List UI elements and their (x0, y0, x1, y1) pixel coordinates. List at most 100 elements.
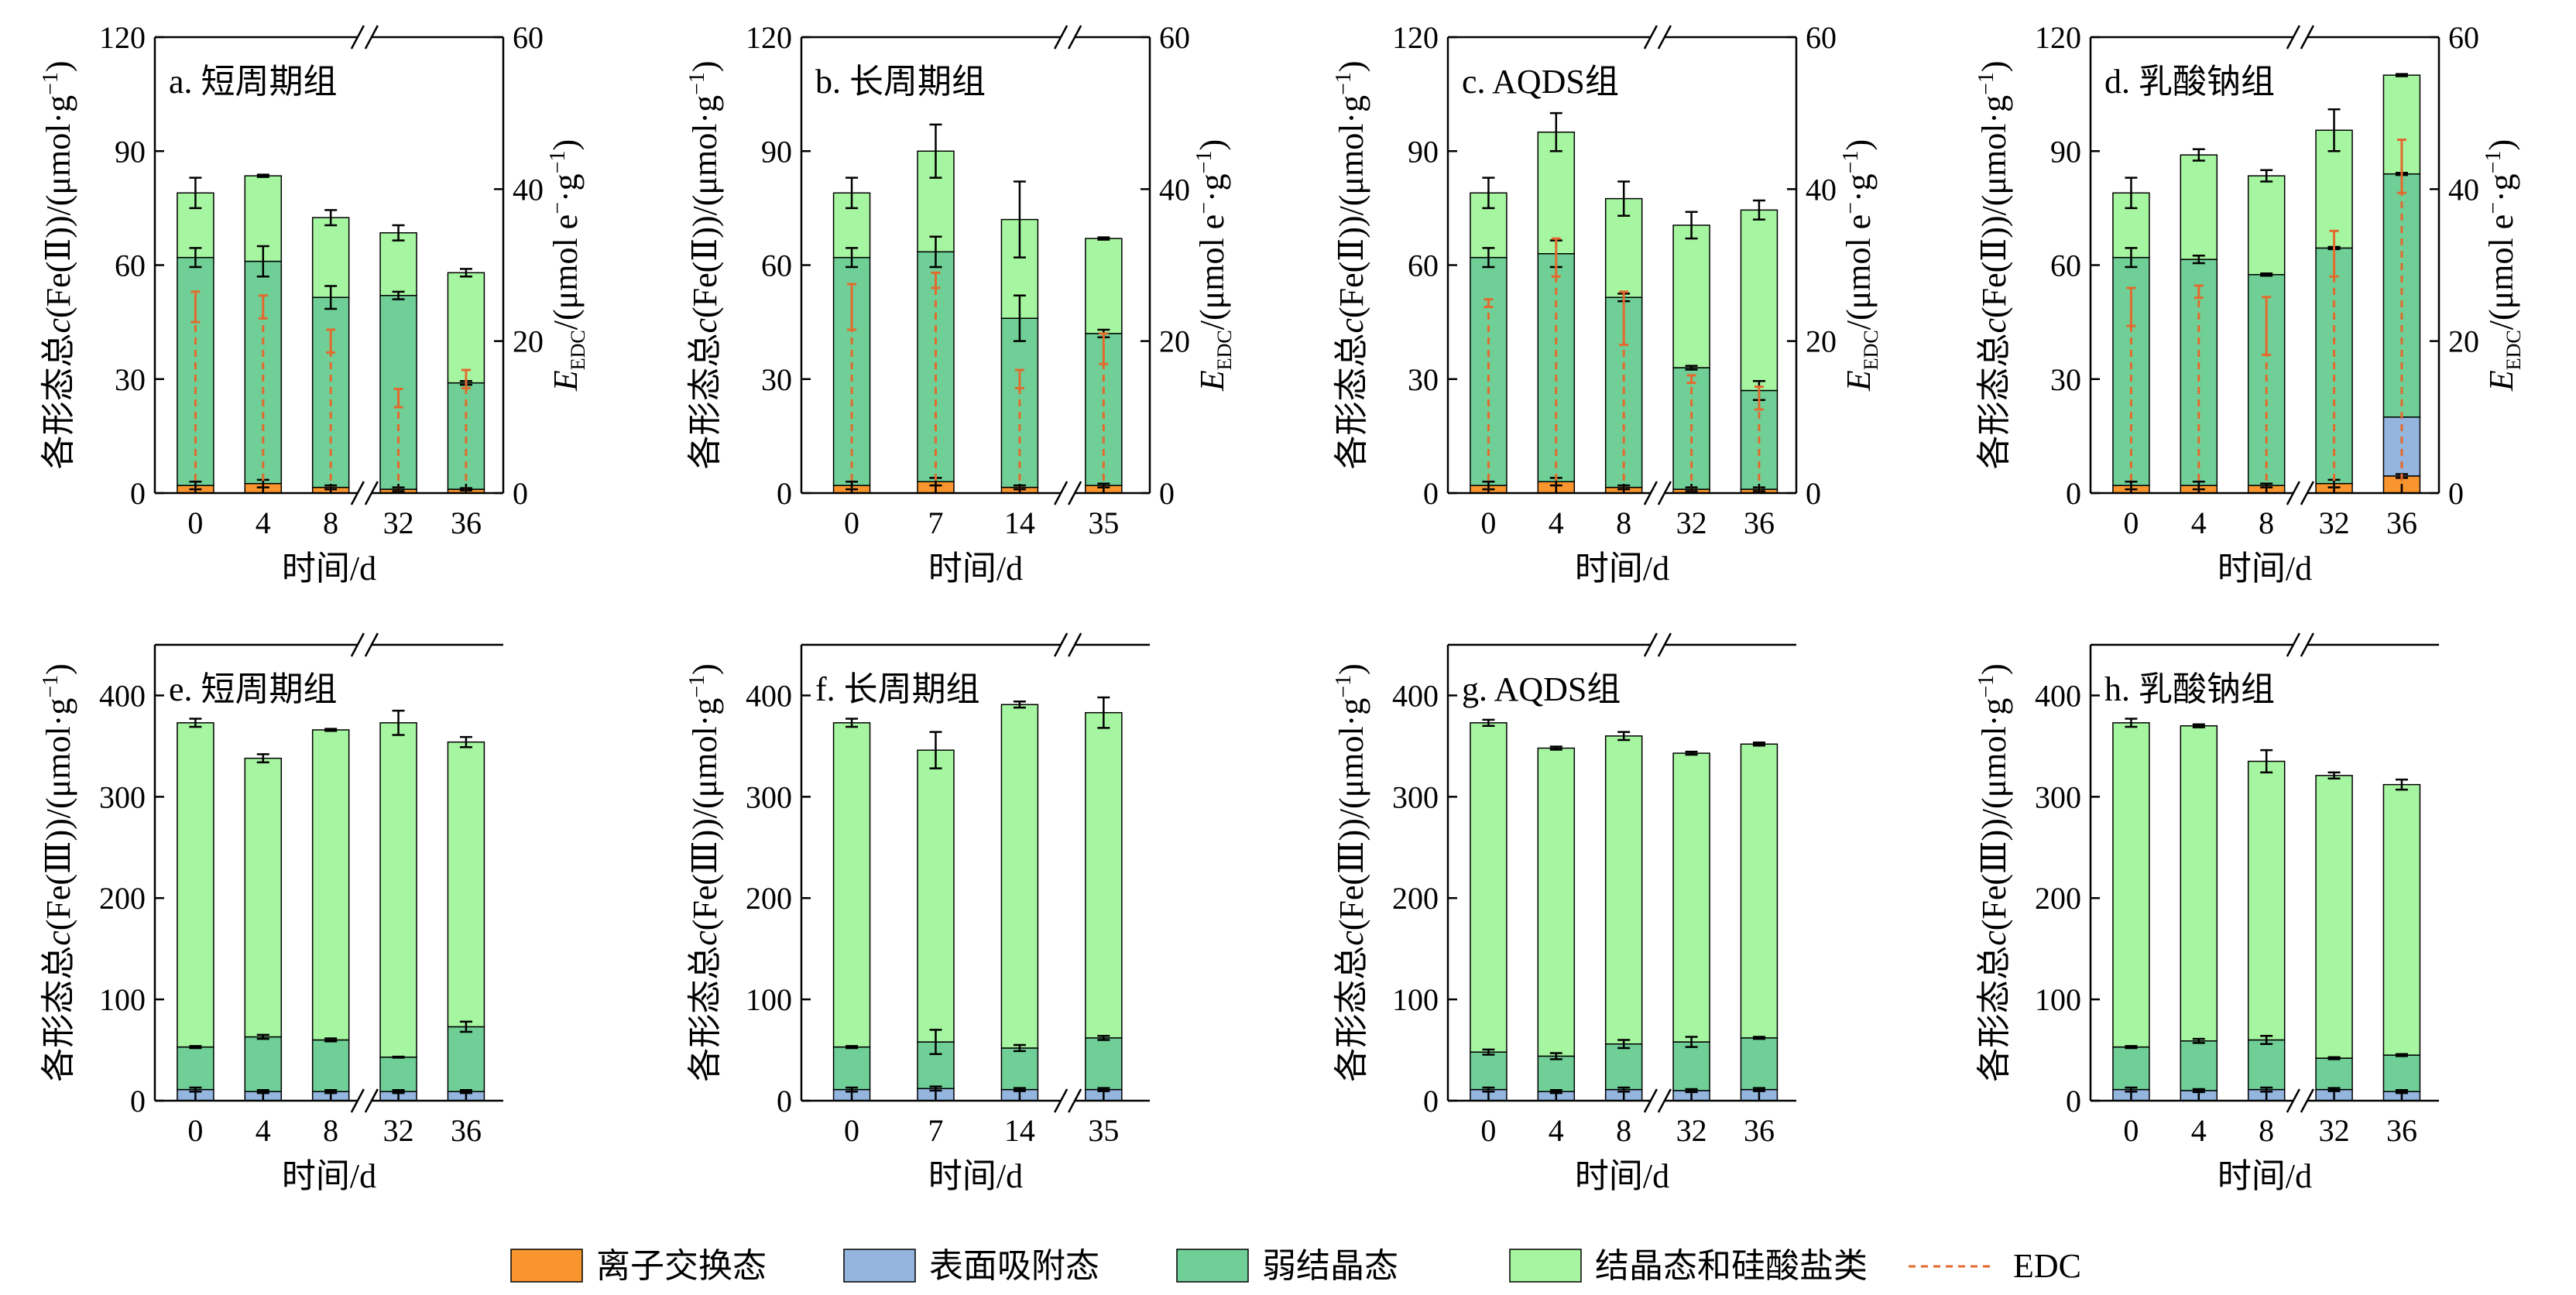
x-axis-title-e: 时间/d (282, 1157, 376, 1195)
y-title-suffix: (Fe(Ⅱ))/(μmol·g (686, 95, 724, 318)
axis-break-gap-g-0 (1650, 1098, 1665, 1104)
y2-axis-title-c: EEDC/(μmol e−·g−1) (1839, 139, 1882, 392)
y2-tick-label-d-0: 0 (2448, 476, 2464, 511)
y2-title-suffix: /(μmol e (1840, 214, 1878, 330)
y-title-sup: −1 (1332, 675, 1356, 698)
bar-stack-a-4 (447, 268, 485, 494)
x-tick-label-e-0: 0 (187, 1113, 203, 1148)
axis-break-gap-b-0 (1061, 490, 1075, 496)
y-title-suffix: (Fe(Ⅱ))/(μmol·g (39, 95, 77, 318)
y-tick-label-d-4: 120 (2035, 20, 2081, 55)
bar-weak-crystalline-e-2 (311, 1039, 350, 1092)
bar-crystalline-silicate-h-4 (2382, 783, 2421, 1056)
bar-stack-f-0 (832, 718, 871, 1101)
y2-title-close: ) (1193, 139, 1231, 151)
bar-stack-g-2 (1604, 731, 1643, 1101)
bar-weak-crystalline-g-1 (1537, 1055, 1576, 1092)
bar-stack-h-3 (2315, 771, 2353, 1101)
y2-title-sup: −1 (1839, 151, 1863, 174)
panel-title-h: h. 乳酸钠组 (2104, 670, 2275, 708)
y-title-sup: −1 (1974, 72, 1998, 95)
y2-title-e: E (1193, 370, 1231, 392)
legend-swatch-2 (1176, 1249, 1249, 1283)
y-tick-label-a-1: 30 (115, 362, 146, 397)
y-title-sup: −1 (685, 72, 709, 95)
y2-title-e: E (547, 370, 585, 392)
y-tick-label-h-0: 0 (2066, 1084, 2081, 1119)
panel-title-b: b. 长周期组 (815, 63, 986, 101)
bar-weak-crystalline-f-2 (1000, 1047, 1039, 1091)
x-tick-label-d-2: 8 (2259, 505, 2274, 540)
bar-crystalline-silicate-h-2 (2247, 760, 2286, 1041)
y-axis-title-g: 各形态总c(Fe(Ⅲ))/(μmol·g−1) (1332, 663, 1370, 1082)
x-tick-label-g-1: 4 (1549, 1113, 1564, 1148)
y-title-prefix: 各形态总 (1333, 334, 1370, 470)
x-tick-label-g-2: 8 (1616, 1113, 1631, 1148)
y2-tick-label-b-0: 0 (1159, 476, 1175, 511)
axis-break-g-1-a (1643, 632, 1658, 657)
bar-stack-e-2 (311, 728, 350, 1101)
bar-crystalline-silicate-h-1 (2180, 725, 2218, 1042)
bar-weak-crystalline-h-1 (2180, 1040, 2218, 1091)
y2-tick-label-a-2: 40 (513, 172, 544, 207)
panel-title-d: d. 乳酸钠组 (2104, 63, 2275, 101)
y-title-suffix: (Fe(Ⅱ))/(μmol·g (1975, 95, 2013, 318)
y2-tick-label-d-3: 60 (2448, 20, 2479, 55)
axis-break-gap-e-1 (357, 642, 372, 648)
y2-tick-label-a-0: 0 (513, 476, 528, 511)
x-axis-title-b: 时间/d (928, 550, 1023, 588)
y2-title-e: E (2482, 370, 2520, 392)
bar-crystalline-silicate-a-3 (379, 232, 417, 296)
panel-title-f: f. 长周期组 (815, 670, 980, 708)
y2-title-sub: EDC (1213, 330, 1236, 370)
x-tick-label-b-0: 0 (844, 505, 859, 540)
y2-tick-label-d-1: 20 (2448, 324, 2479, 359)
y-axis-title-d: 各形态总c(Fe(Ⅱ))/(μmol·g−1) (1974, 60, 2013, 469)
y-title-c: c (1975, 930, 2013, 946)
y-tick-label-b-4: 120 (746, 20, 792, 55)
x-tick-label-h-0: 0 (2123, 1113, 2139, 1148)
bar-crystalline-silicate-f-0 (832, 722, 871, 1048)
bar-weak-crystalline-e-3 (379, 1056, 417, 1092)
bar-weak-crystalline-a-0 (177, 256, 214, 486)
bar-crystalline-silicate-c-1 (1537, 131, 1576, 255)
axis-break-b-0-a (1054, 481, 1068, 505)
y-tick-label-e-1: 100 (99, 982, 146, 1017)
y2-tick-label-a-1: 20 (513, 324, 544, 359)
y-tick-label-c-4: 120 (1392, 20, 1439, 55)
bar-crystalline-silicate-g-2 (1604, 735, 1643, 1045)
bar-weak-crystalline-h-4 (2382, 1054, 2421, 1092)
bar-stack-e-3 (379, 709, 417, 1101)
bar-stack-f-2 (1000, 701, 1039, 1101)
y-axis-title-c: 各形态总c(Fe(Ⅱ))/(μmol·g−1) (1332, 60, 1370, 469)
y2-tick-label-b-3: 60 (1159, 20, 1190, 55)
x-tick-label-b-1: 7 (928, 505, 943, 540)
y2-title-sup: −1 (1192, 151, 1216, 174)
bar-stack-b-0 (832, 176, 871, 494)
y-title-sup: −1 (39, 72, 63, 95)
axis-break-c-0-a (1643, 481, 1658, 505)
axis-break-f-0-a (1054, 1088, 1068, 1113)
panel-title-a: a. 短周期组 (169, 63, 338, 101)
bar-weak-crystalline-e-4 (447, 1026, 485, 1092)
y-title-prefix: 各形态总 (39, 334, 77, 470)
bar-weak-crystalline-g-4 (1740, 1037, 1779, 1091)
y2-tick-label-c-2: 40 (1806, 172, 1837, 207)
axis-break-h-0-b (2300, 1088, 2314, 1113)
bar-weak-crystalline-h-0 (2112, 1046, 2150, 1091)
y-title-close: ) (1975, 663, 2013, 675)
y2-title-sub: EDC (2502, 330, 2525, 370)
axis-break-gap-f-0 (1061, 1098, 1075, 1104)
y2-tick-label-b-1: 20 (1159, 324, 1190, 359)
y-tick-label-d-2: 60 (2050, 248, 2081, 283)
bar-weak-crystalline-g-2 (1604, 1043, 1643, 1091)
axis-break-h-1-b (2300, 632, 2314, 657)
y2-title-close: ) (2482, 139, 2520, 151)
bar-stack-f-1 (917, 731, 955, 1101)
y2-title-suffix: /(μmol e (547, 214, 585, 330)
axis-break-d-1-a (2286, 25, 2300, 50)
